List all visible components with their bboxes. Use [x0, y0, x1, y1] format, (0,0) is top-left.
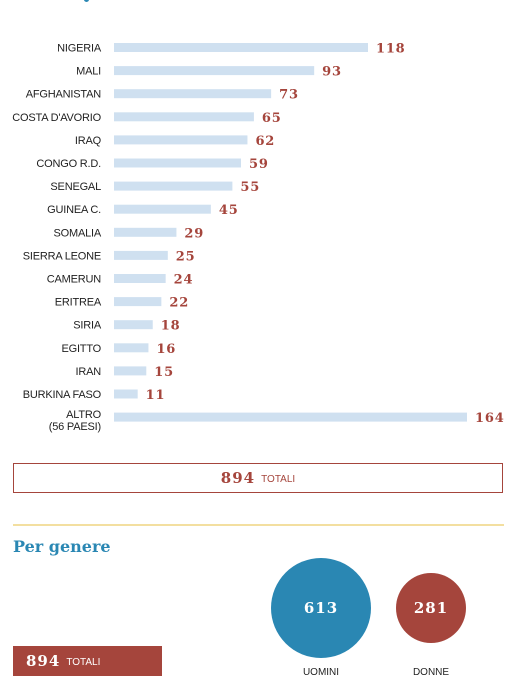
- totals-value: 894: [220, 469, 256, 487]
- value-label-iraq: 62: [255, 134, 275, 149]
- category-label-afghanistan: AFGHANISTAN: [26, 89, 101, 101]
- bar-burkina-faso: [114, 389, 138, 399]
- bar-iran: [114, 366, 147, 376]
- men-circle: 613: [271, 558, 371, 658]
- value-label-siria: 18: [161, 319, 181, 334]
- category-note-altro: (56 PAESI): [49, 421, 101, 433]
- women-circle: 281: [396, 573, 466, 643]
- bar-altro: [114, 412, 467, 422]
- bar-nigeria: [114, 43, 368, 52]
- gender-totals-value: 894: [26, 652, 61, 670]
- category-label-mali: MALI: [76, 66, 101, 78]
- bar-sierra-leone: [114, 250, 168, 260]
- value-label-senegal: 55: [240, 180, 260, 195]
- section-divider: [13, 524, 504, 526]
- bar-guinea-c: [114, 204, 211, 214]
- category-label-siria: SIRIA: [73, 320, 102, 332]
- category-label-iraq: IRAQ: [75, 135, 102, 147]
- value-label-burkina-faso: 11: [146, 388, 166, 403]
- bar-iraq: [114, 135, 248, 145]
- bar-somalia: [114, 227, 177, 237]
- value-label-guinea-c: 45: [219, 203, 239, 218]
- category-label-congo-r-d: CONGO R.D.: [36, 158, 101, 170]
- totals-label: TOTALI: [261, 474, 296, 485]
- country-bar-chart: NIGERIA 118 MALI 93 AFGHANISTAN 73 COSTA D'AVO…: [12, 42, 505, 434]
- category-label-egitto: EGITTO: [61, 343, 101, 355]
- category-label-somalia: SOMALIA: [53, 227, 101, 239]
- category-label-guinea-c: GUINEA C.: [47, 204, 101, 216]
- value-label-nigeria: 118: [376, 42, 406, 57]
- bar-congo-r-d: [114, 158, 241, 168]
- value-label-somalia: 29: [184, 226, 204, 241]
- bar-egitto: [114, 343, 149, 353]
- category-label-burkina-faso: BURKINA FASO: [23, 389, 102, 401]
- value-label-sierra-leone: 25: [176, 249, 196, 264]
- gender-section-title: Per genere: [13, 537, 111, 556]
- bar-afghanistan: [114, 89, 272, 99]
- women-label: DONNE: [412, 667, 450, 678]
- bar-eritrea: [114, 297, 162, 307]
- bar-costa-d-avorio: [114, 112, 254, 122]
- value-label-iran: 15: [154, 365, 174, 380]
- value-label-congo-r-d: 59: [249, 157, 269, 172]
- header-dot-fragment: [84, 0, 89, 2]
- category-label-costa-d-avorio: COSTA D'AVORIO: [12, 112, 101, 124]
- bar-siria: [114, 320, 153, 330]
- category-label-eritrea: ERITREA: [55, 297, 102, 309]
- category-label-sierra-leone: SIERRA LEONE: [23, 250, 101, 262]
- value-label-altro: 164: [475, 411, 505, 426]
- value-label-egitto: 16: [156, 342, 176, 357]
- bar-senegal: [114, 181, 233, 191]
- value-label-camerun: 24: [174, 273, 194, 288]
- category-label-nigeria: NIGERIA: [57, 43, 102, 55]
- totals-box: 894 TOTALI: [13, 463, 503, 493]
- value-label-afghanistan: 73: [279, 88, 299, 103]
- men-value: 613: [303, 599, 339, 617]
- gender-totals-bar: 894 TOTALI: [13, 646, 162, 676]
- value-label-eritrea: 22: [169, 296, 189, 311]
- bar-camerun: [114, 274, 166, 283]
- category-label-camerun: CAMERUN: [47, 274, 101, 286]
- women-value: 281: [413, 599, 449, 617]
- category-label-altro: ALTRO: [66, 409, 102, 421]
- bar-mali: [114, 66, 315, 76]
- category-label-senegal: SENEGAL: [50, 181, 101, 193]
- value-label-mali: 93: [322, 65, 342, 80]
- category-label-iran: IRAN: [76, 366, 102, 378]
- value-label-costa-d-avorio: 65: [262, 111, 282, 126]
- gender-totals-label: TOTALI: [66, 656, 101, 668]
- men-label: UOMINI: [302, 667, 340, 678]
